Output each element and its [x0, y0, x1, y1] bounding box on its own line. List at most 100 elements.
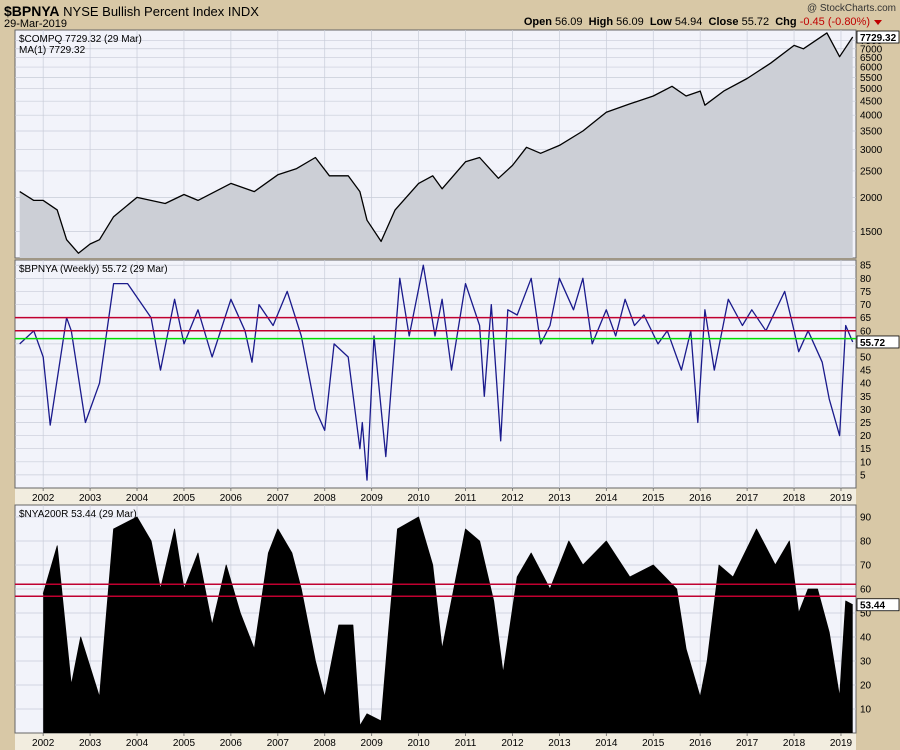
y-tick-label: 2500 — [860, 166, 883, 177]
series-line — [19, 264, 854, 481]
last-value-box — [856, 598, 900, 612]
x-tick-label: 2003 — [79, 738, 102, 749]
y-tick-label: 1500 — [860, 227, 883, 238]
series-area — [43, 517, 853, 733]
last-value-box — [856, 30, 900, 44]
y-tick-label: 10 — [860, 705, 872, 716]
chart-title: $BPNYA NYSE Bullish Percent Index INDX — [4, 3, 259, 19]
x-tick-label: 2004 — [126, 738, 149, 749]
y-tick-label: 80 — [860, 274, 872, 285]
date-axis-strip — [15, 488, 856, 505]
y-tick-label: 20 — [860, 681, 872, 692]
x-tick-label: 2013 — [548, 493, 571, 504]
low-label: Low — [649, 16, 672, 28]
y-tick-label: 3000 — [860, 145, 883, 156]
x-tick-label: 2012 — [501, 493, 524, 504]
x-tick-label: 2013 — [548, 738, 571, 749]
x-tick-label: 2019 — [830, 493, 853, 504]
plot-area — [14, 259, 857, 489]
y-tick-label: 40 — [860, 379, 872, 390]
x-tick-label: 2010 — [407, 493, 430, 504]
x-tick-label: 2007 — [267, 738, 290, 749]
y-tick-label: 2000 — [860, 193, 883, 204]
x-tick-label: 2018 — [783, 738, 806, 749]
x-tick-label: 2017 — [736, 738, 759, 749]
legend-entry: MA(1) 7729.32 — [19, 45, 86, 56]
y-tick-label: 30 — [860, 405, 872, 416]
y-tick-label: 6000 — [860, 63, 883, 74]
x-tick-label: 2003 — [79, 493, 102, 504]
y-tick-label: 20 — [860, 431, 872, 442]
y-tick-label: 70 — [860, 561, 872, 572]
close-label: Close — [708, 16, 739, 28]
x-tick-label: 2002 — [32, 738, 55, 749]
y-tick-label: 25 — [860, 418, 872, 429]
last-value-label: 55.72 — [860, 338, 885, 349]
y-tick-label: 4000 — [860, 111, 883, 122]
x-tick-label: 2011 — [455, 493, 477, 504]
x-tick-label: 2010 — [407, 738, 430, 749]
y-tick-label: 6500 — [860, 53, 883, 64]
close-value: 55.72 — [741, 16, 770, 28]
series-area — [19, 32, 853, 259]
date-axis-strip — [15, 733, 856, 750]
x-tick-label: 2014 — [595, 738, 618, 749]
exchange: INDX — [227, 4, 259, 19]
x-tick-label: 2008 — [314, 493, 337, 504]
y-tick-label: 4500 — [860, 97, 883, 108]
y-tick-label: 50 — [860, 609, 872, 620]
x-tick-label: 2007 — [267, 493, 290, 504]
x-tick-label: 2005 — [173, 738, 196, 749]
y-tick-label: 45 — [860, 366, 872, 377]
y-tick-label: 75 — [860, 287, 872, 298]
down-arrow-icon — [874, 20, 882, 25]
last-value-box — [856, 335, 900, 349]
y-tick-label: 10 — [860, 457, 872, 468]
y-tick-label: 50 — [860, 352, 872, 363]
x-tick-label: 2008 — [314, 738, 337, 749]
x-tick-label: 2002 — [32, 493, 55, 504]
x-tick-label: 2005 — [173, 493, 196, 504]
y-tick-label: 15 — [860, 444, 872, 455]
open-value: 56.09 — [555, 16, 583, 28]
y-tick-label: 30 — [860, 657, 872, 668]
panel-1: 1500 2000 2500 3000 3500 4000 4500 500055006000… — [14, 29, 900, 259]
x-tick-label: 2018 — [783, 493, 806, 504]
chart-date: 29-Mar-2019 — [4, 18, 67, 30]
x-tick-label: 2006 — [220, 493, 243, 504]
y-tick-label: 5000 — [860, 84, 883, 95]
x-tick-label: 2015 — [642, 493, 665, 504]
x-tick-label: 2011 — [455, 738, 477, 749]
chg-label: Chg — [775, 16, 797, 28]
y-tick-label: 3500 — [860, 127, 883, 138]
y-tick-label: 5500 — [860, 73, 883, 84]
x-tick-label: 2019 — [830, 738, 853, 749]
x-tick-label: 2015 — [642, 738, 665, 749]
x-tick-label: 2006 — [220, 738, 243, 749]
series-line — [19, 32, 854, 254]
legend-entry: $BPNYA (Weekly) 55.72 (29 Mar) — [19, 264, 168, 275]
y-tick-label: 40 — [860, 633, 872, 644]
y-tick-label: 65 — [860, 313, 872, 324]
ohlc-readout: Open 56.09 High 56.09 Low 54.94 Close 55… — [524, 16, 870, 28]
low-value: 54.94 — [674, 16, 703, 28]
last-value-label: 7729.32 — [860, 33, 897, 44]
y-tick-label: 85 — [860, 261, 872, 272]
panel-3: 10 20 30 40 50 60 70 80 90 $NYA200R 53.44 (29 Mar… — [14, 504, 900, 749]
x-tick-label: 2016 — [689, 738, 712, 749]
x-tick-label: 2012 — [501, 738, 524, 749]
y-tick-label: 5 — [860, 470, 866, 481]
x-tick-label: 2004 — [126, 493, 149, 504]
legend-entry: $COMPQ 7729.32 (29 Mar) — [19, 34, 142, 45]
x-tick-label: 2014 — [595, 493, 618, 504]
x-tick-label: 2009 — [361, 493, 384, 504]
y-tick-label: 90 — [860, 513, 872, 524]
y-tick-label: 80 — [860, 537, 872, 548]
high-label: High — [588, 16, 614, 28]
symbol: $BPNYA — [4, 3, 60, 19]
chg-value: -0.45 (-0.80%) — [799, 16, 870, 28]
x-tick-label: 2017 — [736, 493, 759, 504]
x-tick-label: 2016 — [689, 493, 712, 504]
x-tick-label: 2009 — [361, 738, 384, 749]
